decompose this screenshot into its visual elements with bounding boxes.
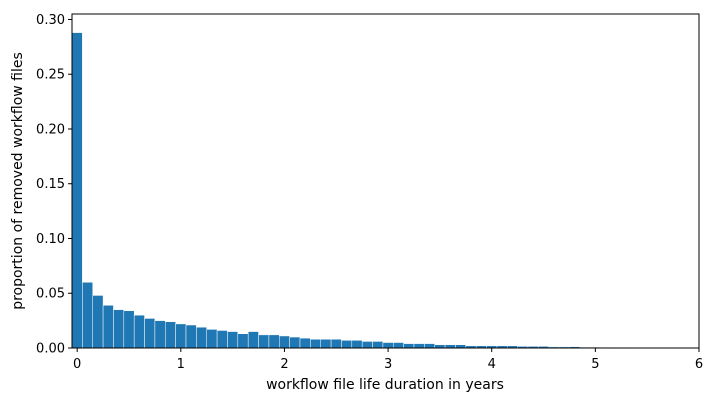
y-tick-label: 0.10 — [36, 232, 65, 247]
histogram-bar — [310, 338, 321, 349]
histogram-bar — [237, 333, 249, 349]
y-axis-ticks: 0.00 0.05 0.10 0.15 0.20 0.25 0.30 — [36, 13, 72, 357]
histogram-bar — [320, 338, 332, 349]
histogram-bar — [279, 335, 290, 349]
y-tick-label: 0.05 — [36, 287, 65, 302]
histogram-bar — [102, 305, 114, 349]
x-tick-label: 6 — [695, 357, 703, 372]
histogram-bar — [175, 323, 187, 349]
y-tick-label: 0.15 — [36, 177, 65, 192]
histogram-bar — [196, 326, 207, 349]
x-axis-ticks: 0 1 2 3 4 5 6 — [73, 348, 703, 372]
y-tick-label: 0.25 — [36, 68, 65, 83]
x-tick-label: 2 — [280, 357, 288, 372]
histogram-bar — [403, 343, 415, 349]
histogram-bar — [123, 310, 135, 349]
histogram-bar — [372, 341, 384, 349]
x-axis-label: workflow file life duration in years — [266, 377, 504, 393]
histogram-bar — [144, 318, 156, 349]
histogram-bar — [258, 334, 270, 349]
histogram-bar — [268, 334, 280, 349]
histogram-bar — [227, 331, 239, 349]
y-tick-label: 0.00 — [36, 342, 65, 357]
histogram-bar — [393, 342, 404, 349]
histogram-bar — [216, 330, 228, 349]
histogram-bar — [154, 320, 166, 349]
plot-frame — [71, 13, 700, 349]
histogram-bar — [206, 329, 218, 349]
histogram-bar — [92, 295, 104, 349]
histogram-bar — [165, 321, 176, 349]
y-tick-label: 0.30 — [36, 13, 65, 28]
y-axis-label: proportion of removed workflow files — [10, 52, 26, 310]
histogram-bar — [382, 342, 394, 349]
x-tick-label: 5 — [591, 357, 599, 372]
histogram-bar — [247, 331, 259, 349]
x-tick-label: 1 — [177, 357, 185, 372]
histogram-bar — [113, 309, 125, 349]
histogram-bar — [185, 324, 197, 349]
histogram-bar — [361, 341, 373, 349]
histogram-bars — [71, 32, 695, 349]
histogram-bar — [413, 343, 425, 349]
histogram-bar — [351, 340, 363, 349]
x-tick-label: 0 — [73, 357, 81, 372]
x-tick-label: 3 — [384, 357, 392, 372]
histogram-bar — [71, 32, 83, 349]
histogram-bar — [82, 282, 93, 349]
histogram-bar — [424, 343, 435, 349]
histogram-bar — [330, 338, 342, 349]
histogram-bar — [341, 340, 353, 349]
x-tick-label: 4 — [488, 357, 496, 372]
histogram-bar — [133, 314, 145, 349]
histogram-bar — [299, 337, 311, 349]
histogram-bar — [289, 336, 301, 349]
y-tick-label: 0.20 — [36, 122, 65, 137]
